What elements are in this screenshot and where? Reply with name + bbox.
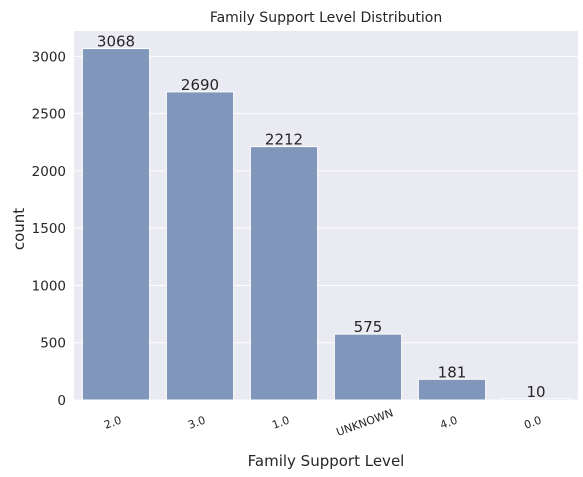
x-tick-label: 1.0	[270, 414, 291, 432]
bar-value-label: 2690	[181, 76, 219, 94]
bars	[81, 48, 571, 401]
bar-value-labels: 3068 2690 2212 575 181 10	[97, 33, 546, 401]
x-tick-label: 0.0	[522, 414, 543, 432]
bar-0-0	[501, 398, 571, 401]
y-tick-label: 1500	[32, 221, 66, 237]
bar-3-0	[165, 91, 235, 401]
chart-title: Family Support Level Distribution	[210, 10, 442, 26]
y-tick-label: 0	[57, 393, 66, 409]
bar-value-label: 3068	[97, 33, 135, 51]
x-axis-label: Family Support Level	[248, 452, 405, 470]
y-tick-label: 3000	[32, 49, 66, 65]
bar-value-label: 2212	[265, 131, 303, 149]
y-tick-label: 1000	[32, 278, 66, 294]
x-tick-label: 2.0	[102, 414, 123, 432]
bar-value-label: 575	[354, 318, 383, 336]
y-tick-label: 2000	[32, 164, 66, 180]
bar-value-label: 10	[526, 383, 545, 401]
x-axis-ticks: 2.0 3.0 1.0 UNKNOWN 4.0 0.0	[102, 406, 543, 439]
gridlines	[74, 55, 578, 401]
bar-unknown	[333, 333, 403, 401]
x-tick-label: 3.0	[186, 414, 207, 432]
x-tick-label: 4.0	[438, 414, 459, 432]
y-tick-label: 500	[40, 336, 66, 352]
plot-area	[74, 31, 578, 400]
bar-4-0	[417, 378, 487, 401]
y-axis-ticks: 0 500 1000 1500 2000 2500 3000	[32, 49, 66, 409]
bar-value-label: 181	[438, 363, 467, 381]
x-tick-label: UNKNOWN	[335, 406, 395, 439]
bar-1-0	[249, 146, 319, 401]
y-axis-label: count	[10, 208, 28, 250]
bar-2-0	[81, 48, 151, 401]
y-tick-label: 2500	[32, 107, 66, 123]
